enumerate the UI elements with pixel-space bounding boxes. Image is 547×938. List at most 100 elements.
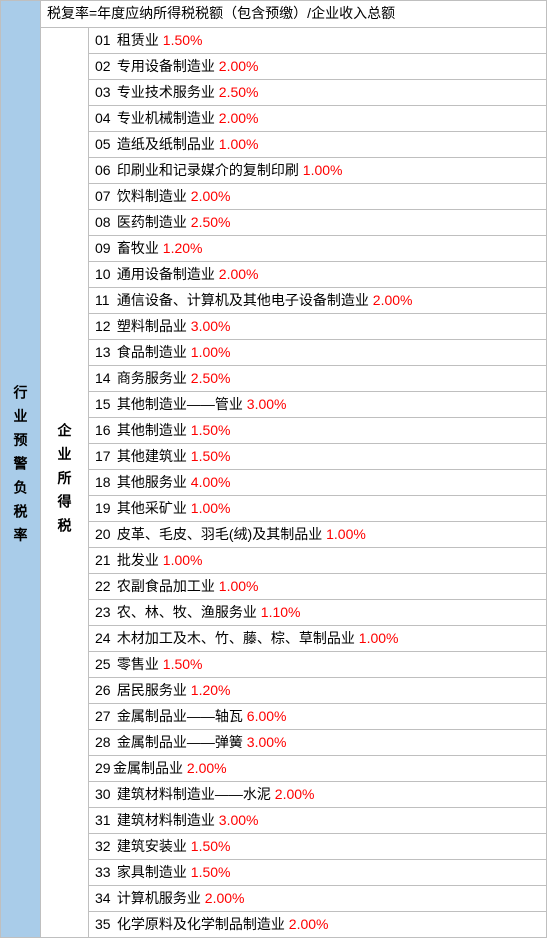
row-number: 09 <box>95 238 113 259</box>
row-rate: 2.50% <box>219 84 259 100</box>
row-rate: 1.10% <box>261 604 301 620</box>
table-row: 24 木材加工及木、竹、藤、棕、草制品业 1.00% <box>89 626 546 652</box>
table-row: 16 其他制造业 1.50% <box>89 418 546 444</box>
table-row: 13 食品制造业 1.00% <box>89 340 546 366</box>
row-rate: 2.00% <box>205 890 245 906</box>
table-row: 04 专业机械制造业 2.00% <box>89 106 546 132</box>
row-industry-name: 木材加工及木、竹、藤、棕、草制品业 <box>117 630 359 646</box>
row-number: 24 <box>95 628 113 649</box>
row-industry-name: 其他建筑业 <box>117 448 191 464</box>
row-number: 10 <box>95 264 113 285</box>
row-industry-name: 商务服务业 <box>117 370 191 386</box>
row-rate: 2.00% <box>275 786 315 802</box>
row-industry-name: 金属制品业——弹簧 <box>117 734 247 750</box>
row-industry-name: 建筑材料制造业 <box>117 812 219 828</box>
row-rate: 2.50% <box>191 370 231 386</box>
row-rate: 1.00% <box>191 344 231 360</box>
row-industry-name: 计算机服务业 <box>117 890 205 906</box>
row-number: 29 <box>95 758 113 779</box>
row-number: 15 <box>95 394 113 415</box>
table-row: 34 计算机服务业 2.00% <box>89 886 546 912</box>
row-number: 21 <box>95 550 113 571</box>
formula-header: 税复率=年度应纳所得税税额（包含预缴）/企业收入总额 <box>41 1 546 28</box>
row-number: 03 <box>95 82 113 103</box>
row-number: 23 <box>95 602 113 623</box>
row-industry-name: 塑料制品业 <box>117 318 191 334</box>
table-row: 25 零售业 1.50% <box>89 652 546 678</box>
row-number: 31 <box>95 810 113 831</box>
row-rate: 1.00% <box>191 500 231 516</box>
row-number: 32 <box>95 836 113 857</box>
row-number: 27 <box>95 706 113 727</box>
row-rate: 4.00% <box>191 474 231 490</box>
row-rate: 1.50% <box>191 448 231 464</box>
tax-rate-table: 行业预警负税率 税复率=年度应纳所得税税额（包含预缴）/企业收入总额 企业所得税… <box>0 0 547 938</box>
row-industry-name: 金属制品业 <box>113 760 187 776</box>
row-industry-name: 其他服务业 <box>117 474 191 490</box>
row-industry-name: 建筑材料制造业——水泥 <box>117 786 275 802</box>
row-industry-name: 专业技术服务业 <box>117 84 219 100</box>
row-industry-name: 金属制品业——轴瓦 <box>117 708 247 724</box>
row-industry-name: 化学原料及化学制品制造业 <box>117 916 289 932</box>
row-number: 30 <box>95 784 113 805</box>
row-industry-name: 零售业 <box>117 656 163 672</box>
row-number: 17 <box>95 446 113 467</box>
right-content: 税复率=年度应纳所得税税额（包含预缴）/企业收入总额 企业所得税 01 租赁业 … <box>41 1 546 937</box>
row-rate: 1.50% <box>191 864 231 880</box>
table-row: 20 皮革、毛皮、羽毛(绒)及其制品业 1.00% <box>89 522 546 548</box>
row-rate: 1.00% <box>359 630 399 646</box>
table-row: 01 租赁业 1.50% <box>89 28 546 54</box>
row-rate: 1.20% <box>191 682 231 698</box>
row-rate: 3.00% <box>191 318 231 334</box>
table-row: 31 建筑材料制造业 3.00% <box>89 808 546 834</box>
table-row: 05 造纸及纸制品业 1.00% <box>89 132 546 158</box>
mid-label: 企业所得税 <box>55 423 75 542</box>
row-rate: 2.00% <box>219 266 259 282</box>
row-number: 18 <box>95 472 113 493</box>
table-row: 28 金属制品业——弹簧 3.00% <box>89 730 546 756</box>
row-industry-name: 其他制造业——管业 <box>117 396 247 412</box>
row-number: 35 <box>95 914 113 935</box>
row-industry-name: 皮革、毛皮、羽毛(绒)及其制品业 <box>117 526 326 542</box>
table-row: 12 塑料制品业 3.00% <box>89 314 546 340</box>
row-rate: 2.00% <box>289 916 329 932</box>
table-row: 29金属制品业 2.00% <box>89 756 546 782</box>
row-number: 08 <box>95 212 113 233</box>
row-number: 14 <box>95 368 113 389</box>
row-industry-name: 食品制造业 <box>117 344 191 360</box>
table-row: 21 批发业 1.00% <box>89 548 546 574</box>
row-rate: 1.00% <box>163 552 203 568</box>
rows-container: 01 租赁业 1.50%02 专用设备制造业 2.00%03 专业技术服务业 2… <box>89 28 546 937</box>
row-number: 16 <box>95 420 113 441</box>
table-row: 15 其他制造业——管业 3.00% <box>89 392 546 418</box>
row-rate: 3.00% <box>247 734 287 750</box>
table-row: 06 印刷业和记录媒介的复制印刷 1.00% <box>89 158 546 184</box>
row-rate: 2.00% <box>373 292 413 308</box>
row-number: 22 <box>95 576 113 597</box>
row-industry-name: 居民服务业 <box>117 682 191 698</box>
row-rate: 1.00% <box>303 162 343 178</box>
table-row: 23 农、林、牧、渔服务业 1.10% <box>89 600 546 626</box>
row-number: 26 <box>95 680 113 701</box>
row-industry-name: 印刷业和记录媒介的复制印刷 <box>117 162 303 178</box>
table-row: 08 医药制造业 2.50% <box>89 210 546 236</box>
table-row: 07 饮料制造业 2.00% <box>89 184 546 210</box>
row-number: 28 <box>95 732 113 753</box>
table-row: 03 专业技术服务业 2.50% <box>89 80 546 106</box>
row-industry-name: 饮料制造业 <box>117 188 191 204</box>
row-rate: 1.00% <box>326 526 366 542</box>
row-number: 04 <box>95 108 113 129</box>
row-number: 33 <box>95 862 113 883</box>
row-industry-name: 畜牧业 <box>117 240 163 256</box>
table-row: 17 其他建筑业 1.50% <box>89 444 546 470</box>
row-industry-name: 家具制造业 <box>117 864 191 880</box>
row-rate: 1.00% <box>219 136 259 152</box>
row-industry-name: 造纸及纸制品业 <box>117 136 219 152</box>
row-number: 01 <box>95 30 113 51</box>
table-row: 33 家具制造业 1.50% <box>89 860 546 886</box>
row-number: 02 <box>95 56 113 77</box>
left-label-column: 行业预警负税率 <box>1 1 41 937</box>
row-industry-name: 通信设备、计算机及其他电子设备制造业 <box>117 292 373 308</box>
row-rate: 3.00% <box>247 396 287 412</box>
table-row: 02 专用设备制造业 2.00% <box>89 54 546 80</box>
